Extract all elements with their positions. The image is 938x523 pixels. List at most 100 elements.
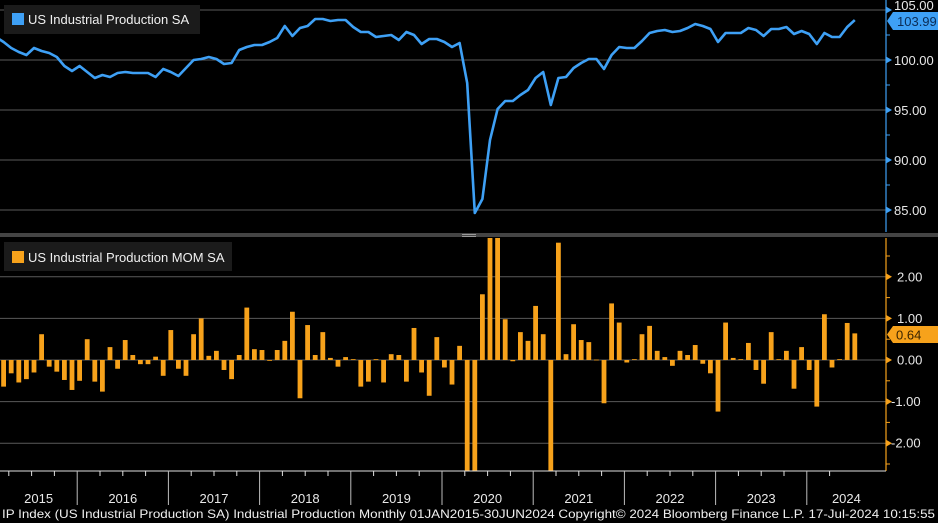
top-y-axis-ticks: 105.00 100.00 95.00 90.00 85.00	[886, 0, 934, 218]
mom-bar	[297, 360, 303, 399]
mom-bar	[176, 360, 181, 369]
y-tick-label: -2.00	[891, 436, 921, 451]
mom-bar	[715, 360, 721, 412]
mom-bar	[191, 334, 196, 360]
mom-bar	[662, 357, 668, 360]
mom-bar	[274, 350, 280, 360]
mom-bar	[1, 360, 7, 387]
mom-bar	[502, 319, 508, 360]
mom-bar	[510, 360, 516, 362]
mom-bar	[571, 324, 576, 360]
mom-bar	[578, 340, 584, 360]
tick-marker-icon	[886, 273, 892, 281]
y-tick-label: 0.00	[897, 353, 922, 368]
mom-bar	[328, 357, 333, 360]
mom-bar	[761, 360, 766, 384]
mom-bar	[343, 357, 348, 360]
mom-bar	[784, 350, 789, 360]
tick-marker-icon	[886, 56, 892, 64]
x-year-label: 2017	[200, 491, 229, 506]
mom-bar	[107, 347, 113, 360]
mom-bar	[639, 334, 645, 360]
mom-bar	[525, 340, 531, 360]
mom-bar	[252, 349, 257, 360]
mom-bar	[624, 360, 630, 363]
mom-bar	[746, 342, 751, 360]
y-tick-label: 105.00	[894, 0, 934, 13]
top-legend[interactable]: US Industrial Production SA	[4, 5, 200, 34]
tick-marker-icon	[886, 356, 892, 364]
mom-bar	[442, 360, 447, 368]
mom-bar	[69, 360, 75, 390]
mom-bar	[381, 360, 386, 383]
mom-bar	[221, 360, 227, 370]
x-year-label: 2019	[382, 491, 411, 506]
y-tick-label: 2.00	[897, 269, 922, 284]
mom-bar	[77, 360, 82, 381]
mom-bar	[457, 345, 462, 360]
mom-bar	[791, 360, 797, 389]
mom-bar	[8, 360, 14, 374]
mom-bar	[411, 327, 417, 360]
mom-bar	[350, 359, 356, 360]
mom-bar	[700, 360, 706, 364]
mom-bar	[138, 360, 143, 365]
mom-bar	[586, 342, 592, 360]
legend-box	[4, 242, 232, 271]
mom-bar	[852, 333, 858, 360]
mom-bar	[115, 360, 120, 369]
legend-swatch-icon	[12, 13, 24, 25]
last-value-level: 103.99	[897, 14, 937, 29]
x-year-label: 2016	[108, 491, 137, 506]
x-year-label: 2021	[564, 491, 593, 506]
mom-bar	[84, 339, 90, 360]
divider-grip-icon[interactable]	[462, 234, 476, 235]
mom-bar	[464, 360, 470, 471]
mom-bar	[312, 355, 318, 360]
legend-label-level: US Industrial Production SA	[28, 12, 189, 27]
mom-bar	[366, 360, 371, 382]
mom-bar	[601, 360, 607, 404]
mom-bar	[373, 359, 379, 360]
mom-bar	[822, 314, 827, 360]
bottom-legend[interactable]: US Industrial Production MOM SA	[4, 242, 232, 271]
y-tick-label: 1.00	[897, 311, 922, 326]
mom-bar	[677, 350, 683, 360]
mom-bar	[738, 359, 744, 360]
mom-bar	[16, 360, 22, 383]
x-year-label: 2024	[832, 491, 861, 506]
mom-bar	[206, 355, 212, 360]
mom-bar	[92, 360, 98, 382]
mom-bar	[692, 345, 698, 360]
mom-bar	[837, 359, 842, 360]
tick-marker-icon	[886, 6, 892, 14]
mom-bar	[540, 334, 546, 360]
mom-bar	[799, 347, 804, 360]
mom-bar	[844, 322, 850, 360]
mom-bar	[62, 360, 67, 380]
x-axis-ticks: 2015 2016 2017 2018 2019 2020 2021 2022 2023 2024	[8, 471, 861, 506]
mom-bar	[434, 337, 440, 360]
y-tick-label: 85.00	[894, 203, 927, 218]
mom-bar	[214, 350, 219, 360]
legend-label-mom: US Industrial Production MOM SA	[28, 250, 225, 265]
mom-bar	[419, 360, 424, 373]
mom-bar	[198, 318, 204, 360]
mom-bar	[404, 360, 409, 382]
legend-swatch-icon	[12, 251, 24, 263]
mom-bar	[388, 354, 394, 360]
mom-bar	[100, 360, 105, 392]
mom-bar	[358, 360, 364, 387]
mom-bar	[472, 360, 478, 471]
mom-bar	[320, 332, 326, 360]
mom-bar	[229, 360, 234, 380]
y-tick-label: 100.00	[894, 53, 934, 68]
mom-bar	[449, 360, 455, 385]
last-value-mom: 0.64	[896, 328, 921, 343]
mom-bar	[31, 360, 37, 373]
bottom-y-axis-ticks: 2.00 1.00 0.00 -1.00 -2.00	[886, 255, 922, 465]
divider-grip-icon[interactable]	[462, 236, 476, 237]
mom-bar	[806, 360, 812, 370]
mom-bar	[723, 322, 728, 360]
mom-bar	[647, 325, 652, 360]
